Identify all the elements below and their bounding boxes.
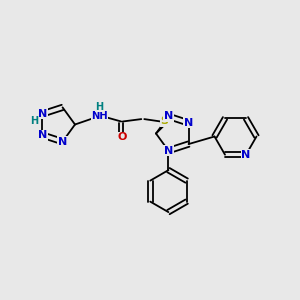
Text: N: N [38, 109, 47, 119]
Text: NH: NH [91, 111, 108, 121]
Text: N: N [164, 146, 173, 156]
Text: N: N [164, 111, 173, 122]
Text: N: N [38, 130, 47, 140]
Text: N: N [242, 150, 250, 160]
Text: H: H [95, 101, 104, 112]
Text: S: S [160, 116, 168, 127]
Text: N: N [184, 118, 193, 128]
Text: N: N [58, 136, 67, 147]
Text: H: H [30, 116, 38, 126]
Text: O: O [117, 132, 127, 142]
